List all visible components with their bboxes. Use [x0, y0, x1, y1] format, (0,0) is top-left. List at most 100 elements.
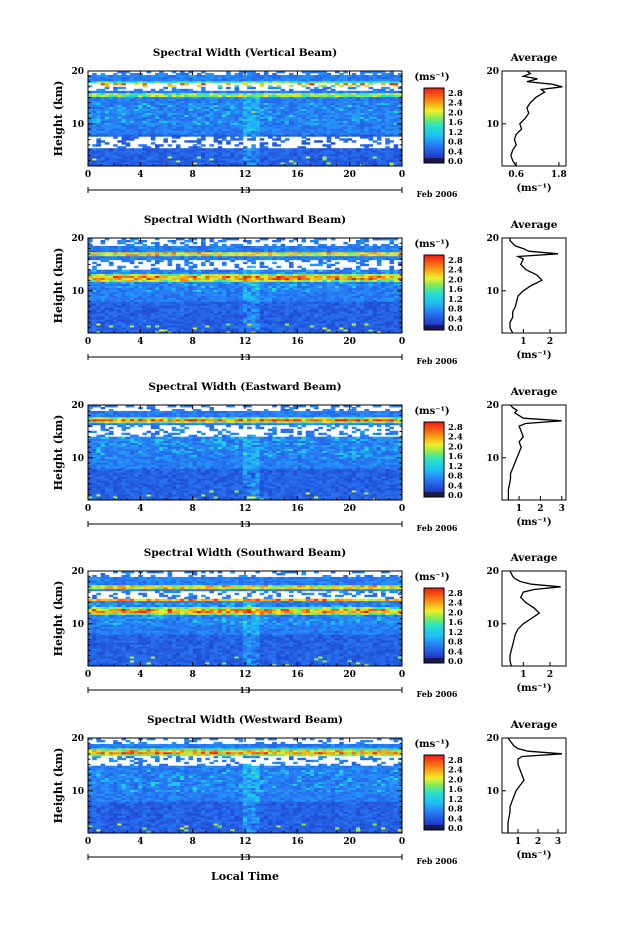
heatmap-cell [280, 116, 286, 119]
heatmap-cell [113, 325, 118, 328]
colorbar-band [424, 94, 444, 96]
heatmap-cell [125, 148, 131, 151]
heatmap-cell [205, 245, 210, 249]
heatmap-cell [108, 156, 114, 159]
heatmap-cell [255, 120, 261, 123]
heatmap-cell [205, 269, 210, 273]
heatmap-cell [125, 130, 131, 133]
heatmap-cell [381, 80, 386, 84]
heatmap-cell [159, 72, 164, 76]
heatmap-cell [364, 162, 369, 165]
heatmap-cell [117, 327, 122, 330]
heatmap-cell [113, 114, 118, 117]
heatmap-cell [104, 130, 110, 133]
heatmap-cell [385, 110, 390, 113]
colorbar-tick-label: 1.6 [448, 118, 463, 128]
heatmap-cell [385, 142, 390, 145]
heatmap-cell [280, 140, 286, 143]
heatmap-cell [272, 144, 277, 147]
heatmap-cell [209, 92, 214, 96]
heatmap-cell [138, 154, 143, 157]
heatmap-cell [305, 78, 311, 82]
heatmap-cell [201, 96, 206, 100]
heatmap-cell [108, 255, 114, 259]
heatmap-cell [335, 114, 340, 117]
heatmap-cell [326, 154, 332, 157]
heatmap-cell [322, 124, 328, 127]
heatmap-cell [393, 96, 399, 100]
heatmap-cell [272, 164, 277, 167]
heatmap-cell [88, 269, 93, 273]
heatmap-cell [159, 152, 164, 155]
heatmap-cell [180, 88, 185, 92]
heatmap-cell [209, 269, 214, 273]
heatmap-cell [351, 154, 357, 157]
heatmap-cell [335, 76, 340, 80]
heatmap-cell [238, 100, 244, 104]
heatmap-cell [280, 134, 286, 137]
heatmap-cell [188, 130, 194, 133]
heatmap-cell [242, 130, 248, 133]
heatmap-cell [242, 160, 248, 163]
heatmap-cell [360, 114, 365, 117]
heatmap-cell [192, 116, 198, 119]
heatmap-cell [309, 71, 315, 74]
heatmap-cell [247, 96, 252, 100]
heatmap-cell [251, 122, 256, 125]
heatmap-cell [104, 84, 110, 88]
heatmap-cell [134, 116, 139, 119]
colorbar-tick-label: 0.8 [448, 138, 463, 148]
heatmap-cell [180, 241, 185, 245]
heatmap-cell [96, 249, 101, 253]
heatmap-cell [117, 124, 122, 127]
heatmap-cell [196, 110, 202, 113]
heatmap-cell [180, 106, 185, 110]
heatmap-cell [230, 118, 235, 121]
heatmap-cell [146, 74, 152, 78]
heatmap-cell [276, 126, 281, 129]
heatmap-cell [393, 82, 399, 86]
heatmap-cell [376, 138, 382, 141]
heatmap-cell [134, 128, 139, 131]
heatmap-cell [293, 130, 298, 133]
heatmap-cell [230, 96, 235, 100]
heatmap-cell [385, 162, 390, 165]
heatmap-cell [347, 98, 353, 102]
heatmap-cell [322, 144, 328, 147]
heatmap-cell [259, 108, 265, 111]
heatmap-cell [171, 126, 177, 129]
heatmap-cell [355, 94, 361, 98]
heatmap-cell [201, 126, 206, 129]
heatmap-cell [125, 134, 131, 137]
heatmap-cell [276, 106, 281, 110]
heatmap-cell [205, 158, 210, 161]
colorbar-band [424, 91, 444, 94]
heatmap-cell [134, 126, 139, 129]
heatmap-cell [284, 102, 290, 106]
heatmap-cell [129, 102, 135, 106]
heatmap-cell [108, 293, 114, 296]
heatmap-cell [104, 247, 110, 251]
heatmap-cell [108, 329, 114, 332]
heatmap-cell [364, 150, 369, 153]
heatmap-cell [318, 98, 323, 102]
heatmap-cell [259, 96, 265, 100]
heatmap-cell [351, 78, 357, 82]
heatmap-cell [100, 295, 106, 298]
heatmap-cell [159, 94, 164, 98]
heatmap-cell [96, 257, 101, 261]
heatmap-cell [234, 110, 240, 113]
heatmap-cell [364, 128, 369, 131]
heatmap-cell [330, 88, 336, 92]
heatmap-cell [385, 140, 390, 143]
heatmap-cell [88, 243, 93, 247]
heatmap-cell [159, 245, 164, 249]
heatmap-cell [117, 309, 122, 312]
heatmap-cell [272, 78, 277, 82]
heatmap-cell [230, 106, 235, 110]
heatmap-cell [226, 162, 231, 165]
heatmap-cell [305, 71, 311, 74]
heatmap-cell [347, 130, 353, 133]
heatmap-cell [138, 261, 143, 265]
heatmap-cell [142, 130, 148, 133]
